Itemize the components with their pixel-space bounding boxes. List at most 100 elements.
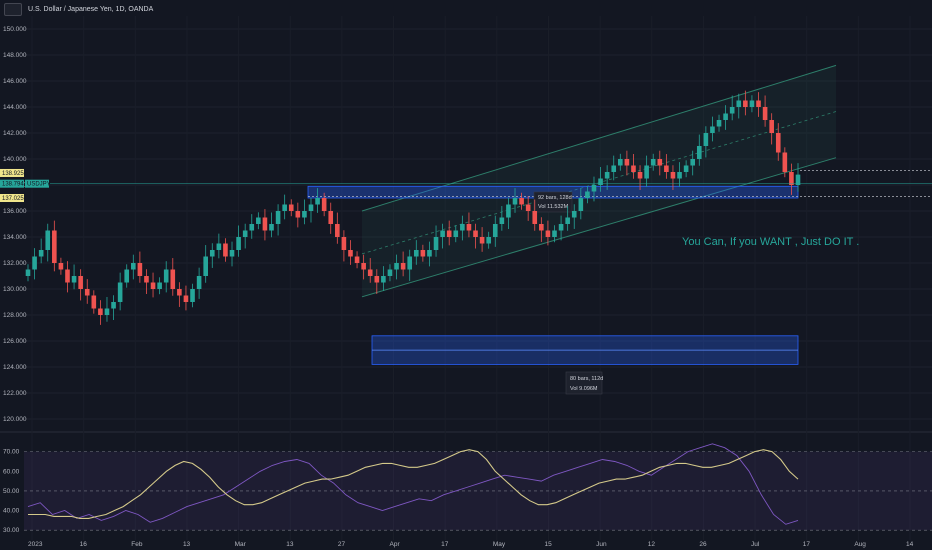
- time-tick-label: 17: [803, 541, 811, 548]
- candle: [275, 204, 281, 236]
- candle: [677, 162, 682, 187]
- candle: [58, 257, 64, 275]
- measure-label-1: 92 bars, 128d Vol 11.532M: [533, 191, 573, 213]
- candle: [341, 230, 347, 262]
- candle: [446, 220, 452, 246]
- candle: [111, 295, 116, 320]
- candle: [308, 197, 314, 223]
- price-tick-label: 124.000: [3, 364, 27, 371]
- candle: [104, 297, 110, 322]
- measure-label-2: 80 bars, 112d Vol 9.096M: [565, 371, 603, 395]
- candle: [466, 212, 472, 238]
- drawings-layer: 92 bars, 128d Vol 11.532M 80 bars, 112d Vol…: [307, 64, 932, 395]
- candle: [52, 220, 57, 272]
- candle: [637, 165, 643, 190]
- candle: [91, 290, 97, 314]
- rsi-band: [24, 451, 932, 531]
- candle: [183, 285, 189, 311]
- candle: [499, 206, 505, 231]
- candle: [585, 186, 590, 204]
- price-tick-label: 120.000: [3, 416, 27, 423]
- candle: [387, 264, 393, 282]
- candle: [38, 238, 44, 264]
- time-axis: 2023 16 Feb 13 Mar 13 27 Apr 17 May 15 Jun 12 26 Jul 17…: [28, 541, 914, 548]
- candle: [453, 225, 459, 243]
- candle: [71, 264, 77, 290]
- candle: [789, 163, 794, 195]
- candle: [348, 240, 353, 265]
- symbol-search-button[interactable]: [4, 2, 22, 16]
- candle: [400, 251, 406, 277]
- candle: [644, 155, 649, 187]
- price-tag-text: USDJPY: [27, 182, 51, 188]
- time-tick-label: 26: [699, 541, 707, 548]
- candle: [479, 227, 485, 252]
- price-tick-label: 144.000: [3, 104, 27, 111]
- candle: [769, 113, 774, 145]
- candle: [354, 251, 360, 269]
- candle: [433, 225, 439, 257]
- candle: [236, 225, 241, 257]
- time-tick-label: May: [493, 541, 506, 548]
- time-tick-label: 15: [544, 541, 552, 548]
- candle: [420, 244, 426, 262]
- candle: [512, 188, 518, 213]
- candle: [716, 114, 722, 132]
- candle: [486, 231, 491, 249]
- time-tick-label: Jul: [751, 541, 760, 548]
- price-tag: 138.925: [0, 168, 24, 177]
- measure-vol-text: Vol 11.532M: [538, 204, 569, 210]
- price-tick-label: 132.000: [3, 260, 27, 267]
- candle: [683, 160, 689, 178]
- candle: [762, 95, 768, 127]
- candle: [249, 214, 255, 239]
- candle: [302, 199, 307, 225]
- candle: [565, 206, 570, 231]
- candle: [736, 93, 742, 119]
- chart-title: U.S. Dollar / Japanese Yen, 1D, OANDA: [28, 5, 154, 13]
- candle: [98, 300, 103, 325]
- time-tick-label: 14: [906, 541, 914, 548]
- candle: [78, 269, 83, 301]
- candle: [381, 266, 386, 291]
- candle: [262, 209, 268, 241]
- grid-lines: [0, 16, 932, 540]
- price-tag: USDJPY: [25, 179, 51, 188]
- price-tick-label: 126.000: [3, 338, 27, 345]
- candle: [650, 153, 656, 171]
- candle: [558, 215, 564, 241]
- time-tick-label: Aug: [854, 541, 866, 548]
- candle: [657, 150, 663, 176]
- candle: [578, 188, 584, 220]
- candle: [295, 202, 301, 228]
- rsi-tick-label: 70.00: [3, 449, 20, 456]
- candle: [756, 92, 761, 117]
- candle: [229, 241, 235, 267]
- candle: [618, 153, 623, 171]
- time-tick-label: Apr: [390, 541, 401, 548]
- candle: [407, 249, 413, 281]
- candle: [506, 197, 511, 229]
- candle: [631, 154, 636, 179]
- candle: [137, 251, 143, 283]
- price-tick-label: 148.000: [3, 52, 27, 59]
- annotation-text: You Can, If you WANT , Just DO IT .: [682, 236, 859, 248]
- time-tick-label: 27: [338, 541, 346, 548]
- rsi-tick-label: 30.00: [3, 527, 20, 534]
- candle: [394, 254, 399, 280]
- price-tick-label: 136.000: [3, 208, 27, 215]
- candle: [209, 243, 215, 268]
- candle: [190, 283, 195, 308]
- price-tag: 137.025: [0, 194, 24, 202]
- price-tag-text: 138.925: [2, 171, 24, 177]
- candle: [328, 202, 334, 234]
- candle: [223, 238, 228, 262]
- candle: [519, 192, 524, 210]
- candle: [664, 154, 669, 179]
- time-tick-label: 13: [183, 541, 191, 548]
- candle: [335, 212, 340, 244]
- candle: [321, 192, 327, 217]
- rsi-tick-label: 50.00: [3, 488, 20, 495]
- time-tick-label: 17: [441, 541, 449, 548]
